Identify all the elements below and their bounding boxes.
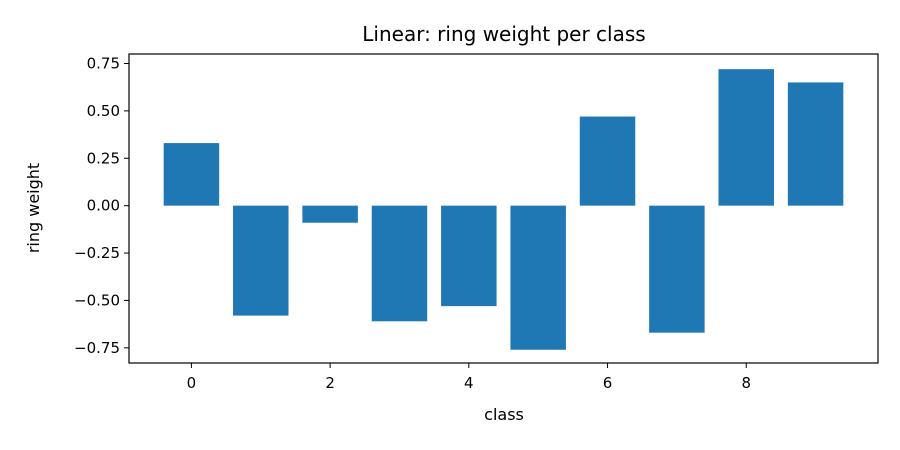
plot-frame [128, 53, 879, 364]
bar-class-7 [649, 205, 705, 333]
x-axis-label: class [484, 405, 524, 424]
bar-class-2 [302, 205, 358, 223]
x-tick-label: 8 [741, 374, 751, 392]
bar-class-1 [233, 205, 289, 316]
x-tick-label: 4 [464, 374, 474, 392]
axes-layer: 0.75 0.50 0.25 0.00 −0.25 −0.50 −0.75 0 2 4 6 8 [74, 54, 751, 392]
chart-title: Linear: ring weight per class [362, 22, 645, 46]
y-tick-label: −0.25 [74, 244, 120, 262]
bars-layer [163, 69, 844, 350]
y-axis-label: ring weight [24, 163, 43, 253]
bar-class-9 [787, 82, 844, 206]
y-tick-label: −0.50 [74, 291, 120, 309]
x-tick-label: 0 [187, 374, 197, 392]
bar-class-4 [441, 205, 497, 307]
y-tick-label: −0.75 [74, 339, 120, 357]
bar-class-0 [163, 143, 220, 206]
x-tick-label: 2 [325, 374, 335, 392]
bar-class-5 [510, 205, 566, 350]
bar-class-3 [371, 205, 428, 322]
y-tick-label: 0.75 [87, 54, 120, 72]
y-tick-label: 0.00 [87, 197, 120, 215]
x-tick-label: 6 [603, 374, 613, 392]
bar-class-6 [579, 116, 636, 206]
y-tick-label: 0.25 [87, 149, 120, 167]
y-tick-label: 0.50 [87, 102, 120, 120]
bar-class-8 [718, 69, 774, 206]
